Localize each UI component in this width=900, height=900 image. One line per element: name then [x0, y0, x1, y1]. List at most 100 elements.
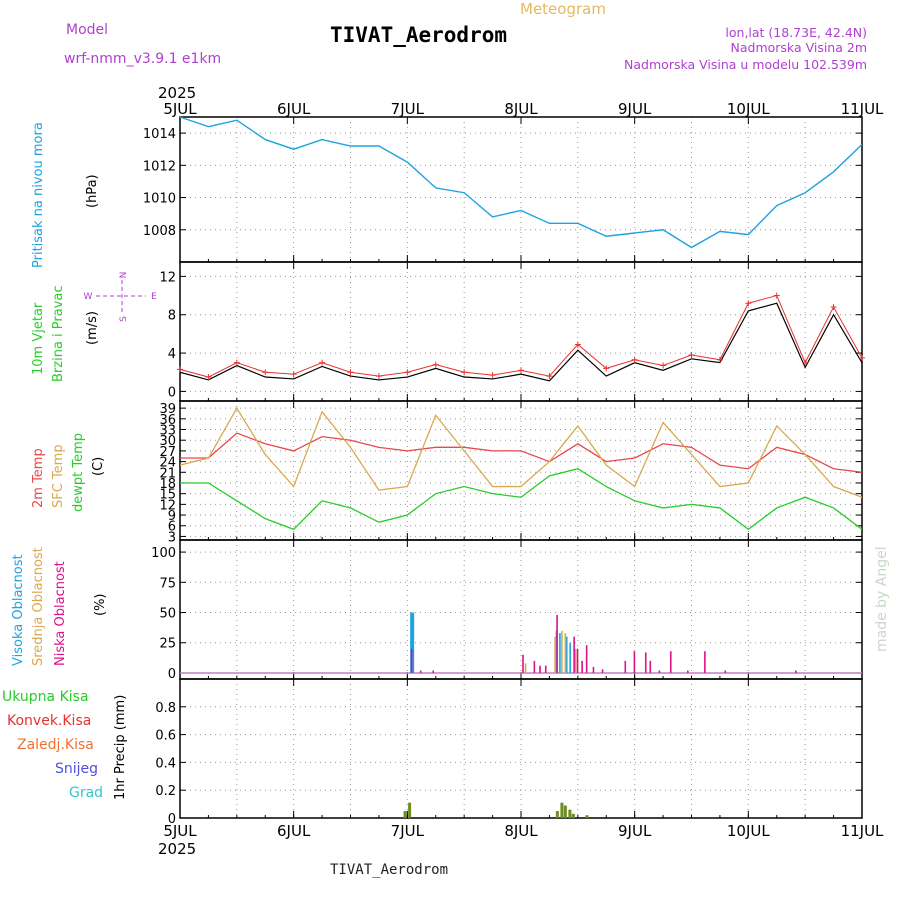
precip-bar [560, 802, 564, 818]
precip-tick-label: 0 [168, 812, 176, 827]
niska-bar [724, 670, 727, 673]
time-tick-label: 7JUL [391, 100, 425, 118]
legend-konvek: Konvek.Kisa [7, 713, 91, 729]
footer-station: TIVAT_Aerodrom [330, 862, 448, 878]
compass-north: N [119, 272, 129, 279]
wind-gust-point [546, 373, 553, 380]
temp-ylabel-2: SFC Temp [51, 444, 66, 508]
pressure-unit: (hPa) [85, 174, 100, 208]
temp-ylabel-3: dewpt Temp [71, 433, 86, 512]
time-tick-label: 7JUL [391, 822, 425, 840]
time-tick-label: 5JUL [163, 100, 197, 118]
niska-bar [432, 670, 435, 673]
wind-gust-point [773, 292, 780, 299]
temp-tick-label: 3 [168, 530, 176, 545]
niska-bar [795, 670, 797, 673]
wind-gust-point [688, 351, 695, 358]
temp-tick-label: 33 [159, 424, 176, 439]
cloud-tick-label: 0 [168, 667, 176, 682]
pressure-tick-label: 1014 [143, 127, 176, 142]
wind-gust-point [745, 300, 752, 307]
wind-ylabel-1: 10m Vjetar [31, 302, 46, 375]
pressure-tick-label: 1012 [143, 159, 176, 174]
cloud-ylabel-3: Niska Oblacnost [53, 561, 68, 666]
visoka-bar [410, 612, 415, 673]
wind-compass: N S W E [84, 272, 158, 322]
temp2m-line [180, 432, 863, 473]
model-label: Model [66, 22, 108, 38]
niska-bar [601, 669, 604, 673]
niska-bar [576, 648, 579, 673]
wind-gust-point [802, 359, 809, 366]
wind-gust-point [489, 372, 496, 379]
temp-tick-label: 15 [159, 488, 176, 503]
precip-bar [585, 815, 589, 818]
wind-gust-point [177, 366, 183, 373]
wind-tick-label: 12 [159, 270, 176, 285]
temp-tick-label: 18 [159, 477, 176, 492]
precip-bar [568, 809, 572, 818]
precip-bar [408, 802, 412, 818]
precip-ylabel: 1hr Precip (mm) [113, 695, 128, 800]
temp-tick-label: 30 [159, 434, 176, 449]
wind-gust-point [603, 365, 610, 372]
wind-tick-label: 4 [168, 347, 176, 362]
wind-gust-point [830, 304, 837, 311]
dewpt-line [180, 468, 863, 531]
lonlat: lon,lat (18.73E, 42.4N) [725, 25, 867, 40]
compass-east: E [151, 292, 157, 302]
temp-tick-label: 27 [159, 445, 176, 460]
wind-tick-label: 8 [168, 309, 176, 324]
temp-tick-label: 12 [159, 498, 176, 513]
time-tick-label: 9JUL [618, 100, 652, 118]
precip-bar [403, 811, 407, 818]
niska-bar [410, 648, 413, 673]
time-tick-label: 11JUL [841, 822, 884, 840]
niska-bar [592, 666, 595, 673]
niska-bar [419, 670, 422, 673]
model-elevation: Nadmorska Visina u modelu 102.539m [624, 57, 867, 72]
legend-snijeg: Snijeg [55, 761, 98, 777]
wind-gust-point [660, 362, 667, 369]
wind-gust-point [319, 359, 326, 366]
pressure-frame [179, 116, 863, 263]
compass-west: W [84, 292, 93, 302]
wind-gust-point [631, 356, 638, 363]
precip-frame [179, 678, 863, 819]
pressure-tick-label: 1010 [143, 192, 176, 207]
pressure-line [179, 116, 863, 249]
niska-bar [704, 651, 706, 673]
wind-ylabel-2: Brzina i Pravac [51, 285, 66, 382]
temp-tick-label: 21 [159, 466, 176, 481]
niska-bar [573, 636, 575, 673]
precip-bar [571, 813, 575, 818]
srednja-bar [561, 630, 563, 673]
elevation: Nadmorska Visina 2m [731, 40, 868, 55]
temp-tick-label: 36 [159, 413, 176, 428]
temp-unit: (C) [91, 457, 106, 476]
sfc-line [179, 406, 863, 498]
meteogram-label: Meteogram [520, 0, 606, 18]
niska-bar [585, 645, 588, 673]
time-tick-label: 11JUL [841, 100, 884, 118]
legend-grad: Grad [69, 785, 103, 801]
niska-bar [544, 665, 547, 673]
model-name: wrf-nmm_v3.9.1 e1km [64, 51, 221, 67]
temp-tick-label: 24 [159, 456, 176, 471]
cloud-ylabel-1: Visoka Oblacnost [11, 554, 26, 666]
panel-pressure: 1008 1010 1012 1014 [143, 116, 863, 263]
cloud-tick-label: 25 [159, 637, 176, 652]
wind-gust-point [262, 369, 269, 376]
compass-south: S [119, 316, 129, 322]
year-top: 2025 [158, 84, 196, 102]
visoka-bar [565, 636, 568, 673]
cloud-unit: (%) [93, 594, 108, 617]
wind-gust-point [461, 369, 468, 376]
srednja-bar [564, 633, 567, 673]
year-bottom: 2025 [158, 840, 196, 858]
time-ticks-bottom: 5JUL 6JUL 7JUL 8JUL 9JUL 10JUL 11JUL [163, 822, 884, 840]
srednja-bar [524, 663, 527, 673]
niska-bar [522, 654, 524, 673]
time-tick-label: 8JUL [504, 822, 538, 840]
